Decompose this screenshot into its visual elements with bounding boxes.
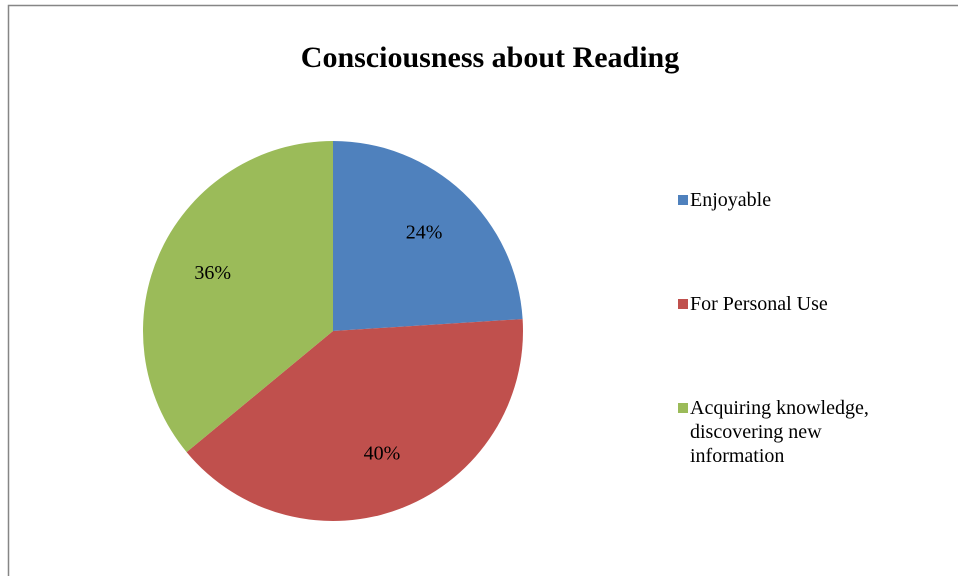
chart-title: Consciousness about Reading — [301, 41, 679, 74]
legend-entry: For Personal Use — [678, 292, 948, 316]
legend-label: Enjoyable — [690, 189, 772, 211]
pie-slice — [186, 319, 523, 521]
pie-slice — [333, 141, 523, 331]
legend-swatch — [678, 195, 688, 205]
legend-swatch — [678, 299, 688, 309]
data-label: 24% — [406, 222, 443, 244]
data-label: 36% — [194, 262, 231, 284]
chart-frame — [7, 4, 958, 576]
legend-swatch — [678, 403, 688, 413]
legend-entry: Acquiring knowledge, discovering new inf… — [678, 396, 948, 468]
legend-label: Acquiring knowledge, discovering new inf… — [690, 397, 869, 467]
data-label: 40% — [364, 442, 401, 464]
legend-label: For Personal Use — [690, 293, 828, 315]
legend-entry: Enjoyable — [678, 188, 948, 212]
pie-slice — [142, 141, 333, 453]
